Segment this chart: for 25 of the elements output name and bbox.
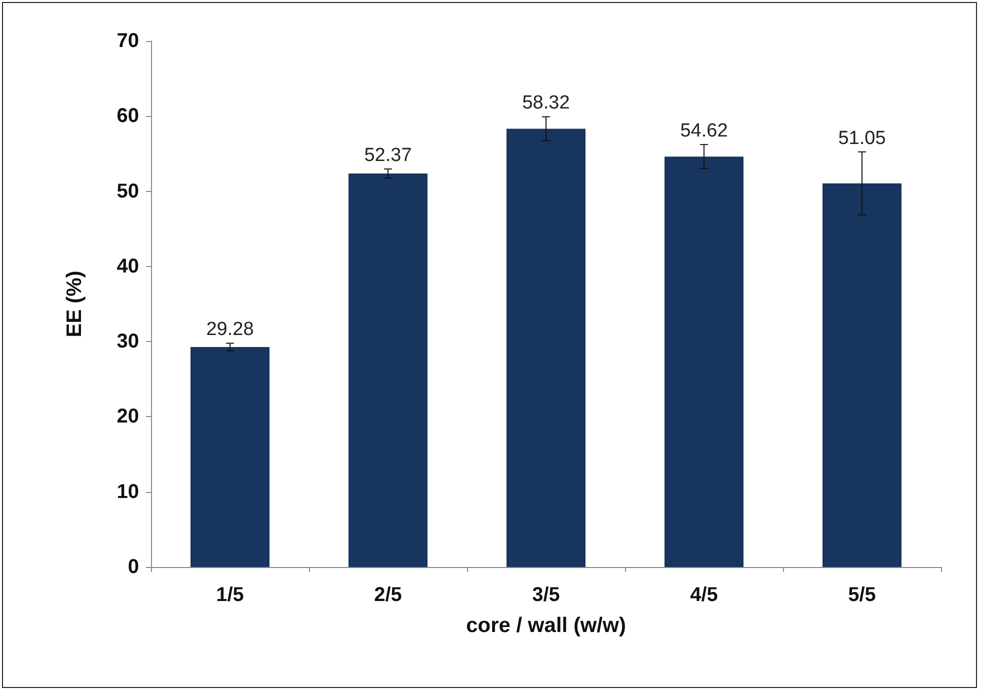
x-tick-label: 2/5 [374,584,402,606]
data-label: 52.37 [364,144,412,166]
bar [822,183,902,567]
y-tick-label: 10 [116,480,139,503]
data-label: 29.28 [206,319,254,340]
y-tick-label: 40 [116,255,139,278]
y-tick-label: 0 [128,556,139,578]
y-tick-label: 70 [116,30,139,52]
bar [664,156,744,567]
x-axis-title: core / wall (w/w) [466,614,626,637]
x-tick-label: 3/5 [532,584,560,606]
y-axis-title: EE (%) [63,270,86,338]
y-tick-label: 30 [116,330,139,353]
data-label: 58.32 [522,92,570,114]
x-tick-label: 1/5 [216,584,244,606]
y-tick-label: 20 [116,406,139,428]
y-tick-label: 50 [116,180,139,202]
x-tick-label: 4/5 [690,584,718,606]
bar [348,173,428,567]
bar [506,128,586,567]
data-label: 51.05 [838,128,886,149]
x-tick-label: 5/5 [848,584,876,606]
y-tick-label: 60 [116,105,139,128]
bar [190,346,270,567]
data-label: 54.62 [680,120,728,142]
